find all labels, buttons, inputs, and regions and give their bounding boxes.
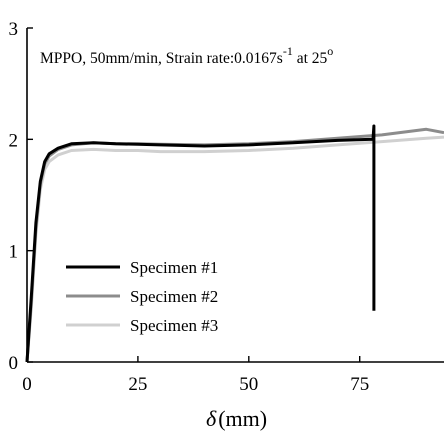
annotation: MPPO, 50mm/min, Strain rate:0.0167s-1 at… xyxy=(40,44,333,67)
legend: Specimen #1 Specimen #2 Specimen #3 xyxy=(66,258,218,335)
y-tick-label: 1 xyxy=(9,242,19,263)
series-line-1 xyxy=(25,124,376,363)
x-tick-label: 0 xyxy=(22,374,32,395)
series-layer xyxy=(25,124,444,363)
legend-label-2: Specimen #2 xyxy=(130,287,218,306)
y-tick-label: 3 xyxy=(9,19,19,40)
x-tick-label: 75 xyxy=(350,374,369,395)
y-tick-label: 2 xyxy=(9,130,19,151)
legend-label-1: Specimen #1 xyxy=(130,258,218,277)
y-ticks: 0 1 2 3 xyxy=(9,19,33,374)
x-tick-label: 50 xyxy=(239,374,258,395)
y-tick-label: 0 xyxy=(9,353,19,374)
legend-label-3: Specimen #3 xyxy=(130,316,218,335)
x-tick-label: 25 xyxy=(128,374,147,395)
x-axis-label: δ(mm) xyxy=(206,406,267,431)
x-ticks: 0 25 50 75 xyxy=(22,356,369,395)
